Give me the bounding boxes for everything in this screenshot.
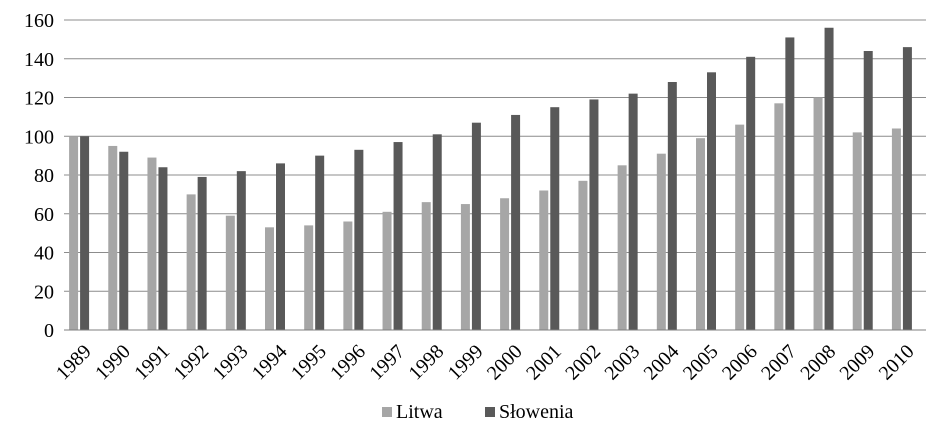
bar-litwa-1998 xyxy=(421,202,431,331)
bar-litwa-1990 xyxy=(108,145,118,330)
y-tick-label-140: 140 xyxy=(24,49,54,71)
gridlines xyxy=(64,19,926,292)
bar-słowenia-1996 xyxy=(354,149,364,330)
x-tick-label-1992: 1992 xyxy=(169,341,213,385)
bar-litwa-1989 xyxy=(69,136,79,330)
bar-słowenia-2003 xyxy=(628,93,638,331)
y-tick-label-100: 100 xyxy=(24,126,54,148)
y-tick-label-120: 120 xyxy=(24,88,54,110)
bar-litwa-2007 xyxy=(774,103,784,330)
x-tick-label-2001: 2001 xyxy=(522,341,566,385)
y-tick-label-60: 60 xyxy=(34,204,54,226)
bar-słowenia-1995 xyxy=(315,155,325,331)
x-tick-label-1995: 1995 xyxy=(287,341,331,385)
bars xyxy=(69,27,912,331)
legend-swatch-słowenia xyxy=(485,407,495,417)
bar-słowenia-2007 xyxy=(785,37,795,330)
x-tick-label-1990: 1990 xyxy=(91,341,135,385)
x-tick-label-1996: 1996 xyxy=(326,341,370,385)
bar-słowenia-2001 xyxy=(550,107,560,330)
bar-słowenia-2004 xyxy=(667,82,677,330)
bar-litwa-2009 xyxy=(852,132,862,331)
x-tick-label-1991: 1991 xyxy=(130,341,174,385)
x-tick-label-1997: 1997 xyxy=(365,341,409,385)
bar-litwa-1997 xyxy=(382,211,392,330)
bar-litwa-1991 xyxy=(147,157,157,330)
x-tick-label-2004: 2004 xyxy=(640,341,684,385)
bar-słowenia-1999 xyxy=(471,122,481,330)
y-tick-label-80: 80 xyxy=(34,165,54,187)
bar-słowenia-2008 xyxy=(824,27,834,330)
bar-litwa-2005 xyxy=(696,138,705,330)
bar-litwa-2010 xyxy=(891,128,901,330)
bar-litwa-2002 xyxy=(578,180,588,330)
bar-słowenia-1991 xyxy=(158,167,168,330)
y-tick-label-20: 20 xyxy=(34,281,54,303)
bar-słowenia-1998 xyxy=(432,134,442,330)
bar-słowenia-1990 xyxy=(119,151,129,330)
x-tick-label-2007: 2007 xyxy=(757,341,801,385)
bar-litwa-2006 xyxy=(735,124,745,331)
bar-słowenia-1992 xyxy=(197,176,207,330)
legend-label-litwa: Litwa xyxy=(396,401,443,423)
legend-label-słowenia: Słowenia xyxy=(499,401,574,423)
x-tick-label-1994: 1994 xyxy=(248,341,292,385)
bar-słowenia-2002 xyxy=(589,99,599,330)
legend: Litwa Słowenia xyxy=(382,401,574,423)
bar-słowenia-2005 xyxy=(707,72,716,330)
x-tick-label-1989: 1989 xyxy=(52,341,96,385)
x-tick-label-2009: 2009 xyxy=(836,341,880,385)
bar-słowenia-1994 xyxy=(276,163,285,331)
x-tick-label-1998: 1998 xyxy=(405,341,449,385)
x-tick-label-2006: 2006 xyxy=(718,341,762,385)
bar-litwa-2000 xyxy=(500,198,510,330)
x-tick-label-2003: 2003 xyxy=(600,341,644,385)
x-tick-label-2008: 2008 xyxy=(796,341,840,385)
bar-litwa-2001 xyxy=(539,190,549,330)
bar-słowenia-2006 xyxy=(746,56,756,331)
bar-litwa-1993 xyxy=(225,215,235,330)
x-tick-label-1999: 1999 xyxy=(444,341,488,385)
x-tick-label-2005: 2005 xyxy=(679,341,723,385)
bar-litwa-1999 xyxy=(460,204,470,330)
bar-słowenia-2000 xyxy=(511,114,521,330)
bar-słowenia-1993 xyxy=(236,171,246,331)
y-tick-label-40: 40 xyxy=(34,243,54,265)
bar-litwa-1992 xyxy=(186,194,196,331)
bar-słowenia-2009 xyxy=(863,51,873,330)
x-tick-label-2000: 2000 xyxy=(483,341,527,385)
x-tick-label-1993: 1993 xyxy=(209,341,253,385)
bar-litwa-2003 xyxy=(617,165,627,330)
bar-litwa-1995 xyxy=(304,225,314,331)
bar-litwa-2004 xyxy=(656,153,666,330)
bar-litwa-1996 xyxy=(343,221,353,330)
bar-słowenia-2010 xyxy=(902,47,912,331)
x-tick-labels: 1989199019911992199319941995199619971998… xyxy=(52,341,919,385)
bar-słowenia-1989 xyxy=(80,136,90,330)
y-tick-label-0: 0 xyxy=(44,320,54,342)
legend-swatch-litwa xyxy=(382,407,392,417)
y-tick-label-160: 160 xyxy=(24,10,54,32)
bar-litwa-1994 xyxy=(265,227,274,330)
x-tick-label-2010: 2010 xyxy=(875,341,919,385)
bar-litwa-2008 xyxy=(813,97,823,330)
y-tick-labels: 0 20 40 60 80 100 120 140 160 xyxy=(24,10,54,342)
x-tick-label-2002: 2002 xyxy=(561,341,605,385)
bar-słowenia-1997 xyxy=(393,142,403,330)
